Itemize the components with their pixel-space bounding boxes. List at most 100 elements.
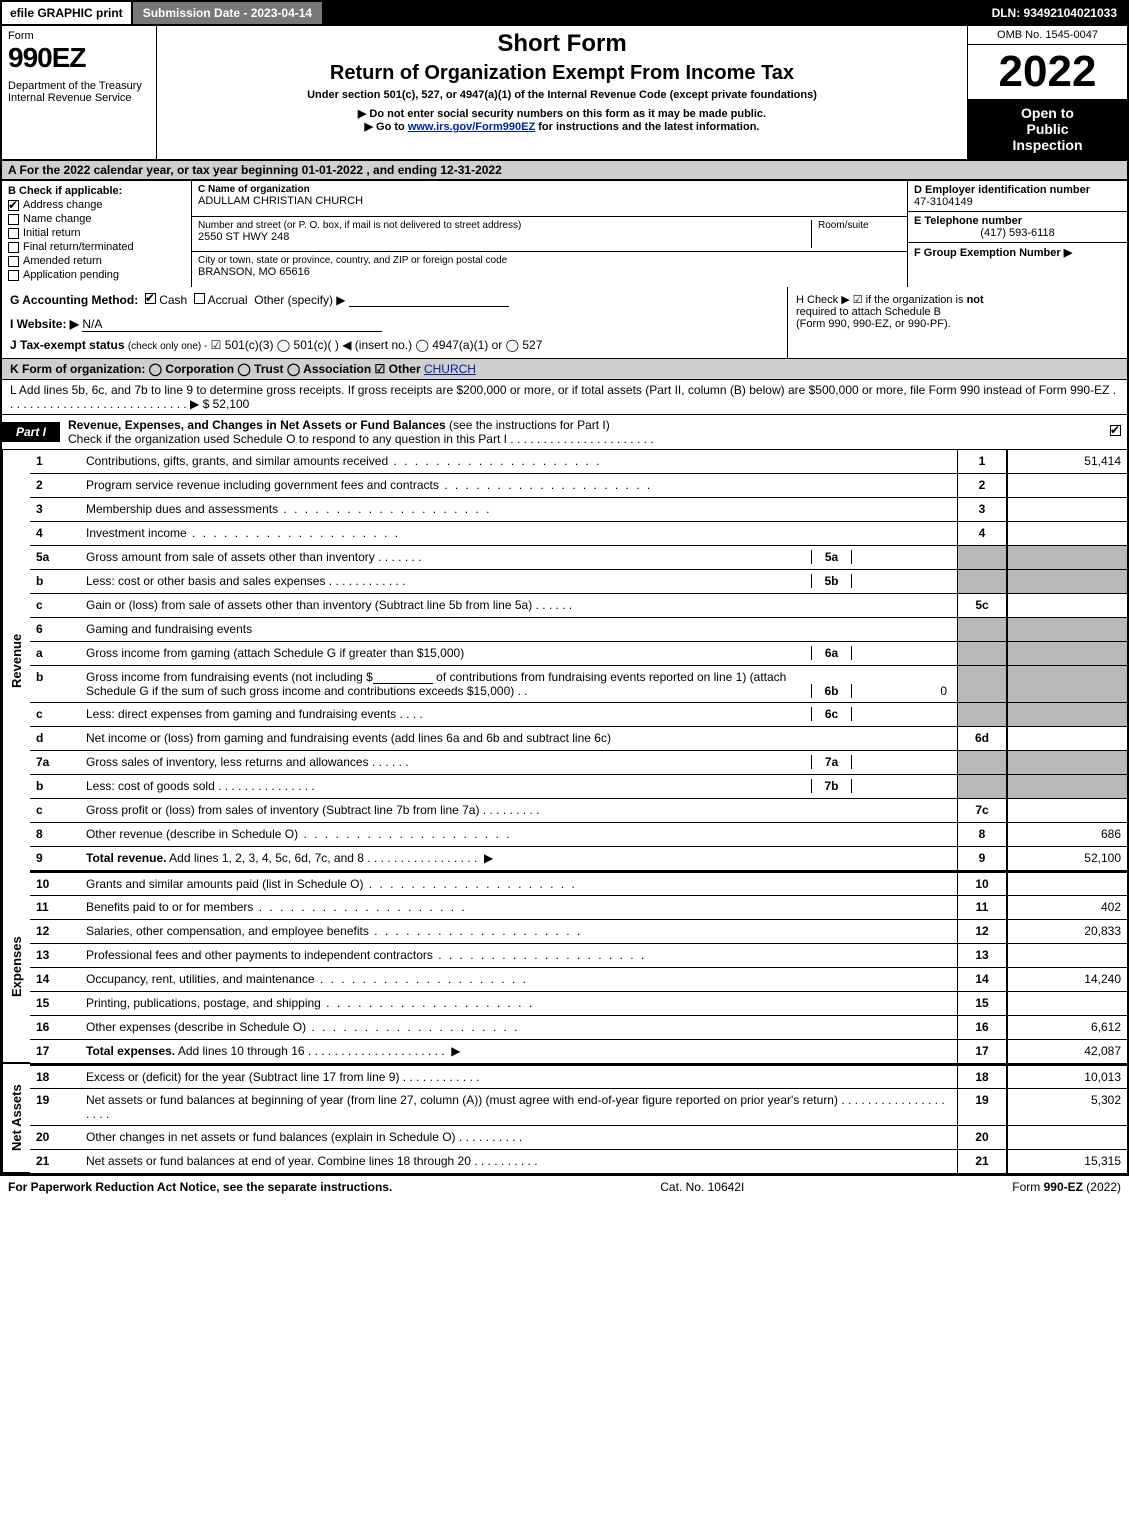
line-6b-num: b <box>30 666 80 703</box>
j-small: (check only one) - <box>128 341 207 352</box>
checkbox-icon <box>8 256 19 267</box>
g-other-blank[interactable] <box>349 306 509 307</box>
cb-name-change[interactable]: Name change <box>8 213 185 225</box>
cb-label: Application pending <box>23 269 119 281</box>
line-21-num: 21 <box>30 1150 80 1174</box>
part-i-checkbox[interactable] <box>1109 425 1127 439</box>
cb-label: Name change <box>23 213 92 225</box>
g-label: G Accounting Method: <box>10 293 138 307</box>
part-i-desc: Revenue, Expenses, and Changes in Net As… <box>60 415 1109 449</box>
line-12-box: 12 <box>957 920 1007 944</box>
g-accrual: Accrual <box>208 293 248 307</box>
line-16-desc: Other expenses (describe in Schedule O) <box>80 1016 957 1040</box>
line-6a-box <box>957 642 1007 666</box>
line-3-desc: Membership dues and assessments <box>80 498 957 522</box>
form-code: 990EZ <box>8 42 150 74</box>
f-group-cell: F Group Exemption Number ▶ <box>908 243 1127 262</box>
line-19-desc: Net assets or fund balances at beginning… <box>80 1089 957 1126</box>
line-19-amt: 5,302 <box>1007 1089 1127 1126</box>
submission-date: Submission Date - 2023-04-14 <box>133 2 324 24</box>
form-word: Form <box>8 30 150 42</box>
row-l-gross-receipts: L Add lines 5b, 6c, and 7b to line 9 to … <box>0 380 1129 415</box>
line-10-box: 10 <box>957 871 1007 896</box>
line-5c-num: c <box>30 594 80 618</box>
c-name-cell: C Name of organization ADULLAM CHRISTIAN… <box>192 181 907 217</box>
line-16-num: 16 <box>30 1016 80 1040</box>
line-6d-desc: Net income or (loss) from gaming and fun… <box>80 727 957 751</box>
header-right: OMB No. 1545-0047 2022 Open to Public In… <box>967 26 1127 159</box>
cb-address-change[interactable]: Address change <box>8 199 185 211</box>
line-7a-ival <box>851 755 951 769</box>
open-public-inspection: Open to Public Inspection <box>968 99 1127 159</box>
line-5a-desc: Gross amount from sale of assets other t… <box>80 546 957 570</box>
c-street-cell: Number and street (or P. O. box, if mail… <box>192 217 907 253</box>
footer-left: For Paperwork Reduction Act Notice, see … <box>8 1180 392 1194</box>
line-12-num: 12 <box>30 920 80 944</box>
line-7a-desc: Gross sales of inventory, less returns a… <box>80 751 957 775</box>
line-6-desc: Gaming and fundraising events <box>80 618 957 642</box>
h-text3: (Form 990, 990-EZ, or 990-PF). <box>796 318 951 330</box>
line-4-num: 4 <box>30 522 80 546</box>
c-name-label: C Name of organization <box>198 184 901 195</box>
line-6d-box: 6d <box>957 727 1007 751</box>
line-6-amt <box>1007 618 1127 642</box>
line-5c-desc: Gain or (loss) from sale of assets other… <box>80 594 957 618</box>
ein-value: 47-3104149 <box>914 196 1121 208</box>
line-6a-ival <box>851 646 951 660</box>
line-11-amt: 402 <box>1007 896 1127 920</box>
line-13-box: 13 <box>957 944 1007 968</box>
k-church-link[interactable]: CHURCH <box>424 362 476 376</box>
d-label: D Employer identification number <box>914 184 1121 196</box>
j-options: ☑ 501(c)(3) ◯ 501(c)( ) ◀ (insert no.) ◯… <box>211 338 543 352</box>
checkbox-icon[interactable] <box>194 293 205 304</box>
line-6c-box <box>957 703 1007 727</box>
cb-initial-return[interactable]: Initial return <box>8 227 185 239</box>
line-4-desc: Investment income <box>80 522 957 546</box>
line-8-desc: Other revenue (describe in Schedule O) <box>80 823 957 847</box>
line-1-desc: Contributions, gifts, grants, and simila… <box>80 450 957 474</box>
checkbox-icon[interactable] <box>145 293 156 304</box>
section-gh: G Accounting Method: Cash Accrual Other … <box>0 287 1129 359</box>
g-other: Other (specify) ▶ <box>254 293 345 307</box>
go-to-pre: ▶ Go to <box>365 121 408 133</box>
line-19-box: 19 <box>957 1089 1007 1126</box>
line-2-desc: Program service revenue including govern… <box>80 474 957 498</box>
checkbox-icon <box>8 214 19 225</box>
cb-amended[interactable]: Amended return <box>8 255 185 267</box>
e-phone-cell: E Telephone number (417) 593-6118 <box>908 212 1127 243</box>
cb-final-return[interactable]: Final return/terminated <box>8 241 185 253</box>
cb-label: Amended return <box>23 255 102 267</box>
line-13-amt <box>1007 944 1127 968</box>
cb-app-pending[interactable]: Application pending <box>8 269 185 281</box>
col-def: D Employer identification number 47-3104… <box>907 181 1127 287</box>
line-5a-box <box>957 546 1007 570</box>
form-header: Form 990EZ Department of the Treasury In… <box>0 26 1129 161</box>
line-20-num: 20 <box>30 1126 80 1150</box>
irs-link[interactable]: www.irs.gov/Form990EZ <box>408 121 535 133</box>
line-7a-amt <box>1007 751 1127 775</box>
section-bcdef: B Check if applicable: Address change Na… <box>0 181 1129 287</box>
checkbox-icon <box>8 270 19 281</box>
line-13-num: 13 <box>30 944 80 968</box>
line-6d-amt <box>1007 727 1127 751</box>
line-3-num: 3 <box>30 498 80 522</box>
line-14-num: 14 <box>30 968 80 992</box>
efile-print[interactable]: efile GRAPHIC print <box>2 2 133 24</box>
line-7a-box <box>957 751 1007 775</box>
side-label-revenue: Revenue <box>2 450 30 871</box>
line-9-box: 9 <box>957 847 1007 871</box>
line-2-num: 2 <box>30 474 80 498</box>
line-6c-num: c <box>30 703 80 727</box>
line-21-desc: Net assets or fund balances at end of ye… <box>80 1150 957 1174</box>
line-18-num: 18 <box>30 1064 80 1089</box>
footer-form-year: (2022) <box>1083 1180 1121 1194</box>
org-name: ADULLAM CHRISTIAN CHURCH <box>198 195 901 207</box>
dept-treasury: Department of the Treasury <box>8 80 150 92</box>
line-1-num: 1 <box>30 450 80 474</box>
top-bar: efile GRAPHIC print Submission Date - 20… <box>0 0 1129 26</box>
line-15-box: 15 <box>957 992 1007 1016</box>
line-6b-box <box>957 666 1007 703</box>
k-text: K Form of organization: ◯ Corporation ◯ … <box>10 362 421 376</box>
line-5b-amt <box>1007 570 1127 594</box>
line-13-desc: Professional fees and other payments to … <box>80 944 957 968</box>
